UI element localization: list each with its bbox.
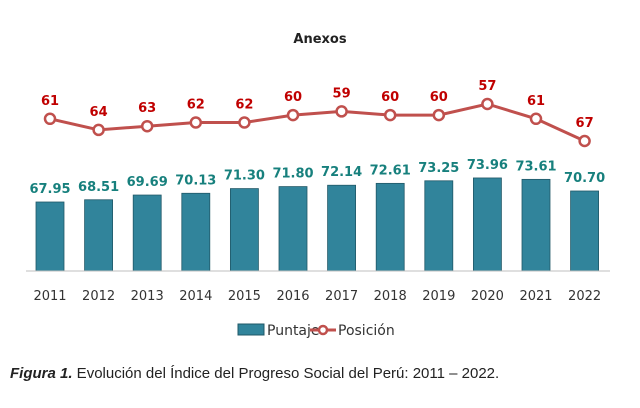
bar-label-2012: 68.51 bbox=[78, 180, 119, 195]
caption-label: Figura 1. bbox=[10, 365, 73, 382]
bar-2018 bbox=[375, 182, 405, 272]
x-tick-2020: 2020 bbox=[471, 289, 504, 304]
bar-2022 bbox=[570, 190, 599, 272]
bar-2015 bbox=[229, 188, 259, 272]
posicion-point-2018 bbox=[383, 108, 397, 122]
bar-label-2022: 70.70 bbox=[564, 171, 605, 186]
bar-2020 bbox=[472, 177, 502, 272]
posicion-label-2020: 57 bbox=[478, 79, 496, 94]
bar-2012 bbox=[84, 199, 113, 272]
posicion-label-2022: 67 bbox=[576, 116, 594, 131]
bar-label-2021: 73.61 bbox=[515, 159, 556, 174]
posicion-label-2012: 64 bbox=[90, 105, 108, 120]
posicion-label-2013: 63 bbox=[138, 101, 156, 116]
legend: Puntaje Posición bbox=[237, 323, 395, 339]
posicion-point-2022 bbox=[578, 134, 591, 148]
bar-2011 bbox=[35, 201, 65, 272]
figure-caption: Figura 1. Evolución del Índice del Progr… bbox=[10, 365, 499, 382]
bar-2014 bbox=[181, 192, 211, 272]
x-tick-2019: 2019 bbox=[422, 289, 455, 304]
legend-label-posicion: Posición bbox=[338, 323, 395, 339]
posicion-label-2017: 59 bbox=[333, 86, 351, 101]
posicion-point-2017 bbox=[335, 105, 348, 118]
legend-marker-posicion bbox=[317, 324, 329, 336]
bar-2016 bbox=[278, 186, 308, 272]
posicion-label-2019: 60 bbox=[430, 90, 448, 105]
bar-label-2011: 67.95 bbox=[29, 182, 70, 197]
posicion-point-2019 bbox=[432, 108, 446, 122]
posicion-label-2014: 62 bbox=[187, 98, 205, 113]
bar-label-2015: 71.30 bbox=[224, 169, 265, 184]
bar-2019 bbox=[424, 180, 454, 272]
x-tick-2018: 2018 bbox=[374, 289, 407, 304]
posicion-label-2011: 61 bbox=[41, 94, 59, 109]
bar-label-2014: 70.13 bbox=[175, 173, 216, 188]
x-tick-2014: 2014 bbox=[179, 289, 212, 304]
posicion-line bbox=[49, 102, 586, 143]
posicion-point-2016 bbox=[286, 108, 300, 122]
posicion-point-2013 bbox=[140, 119, 154, 133]
legend-label-puntaje: Puntaje bbox=[267, 323, 320, 339]
x-tick-2021: 2021 bbox=[519, 289, 552, 304]
x-tick-2012: 2012 bbox=[82, 289, 115, 304]
x-tick-2011: 2011 bbox=[33, 289, 66, 304]
bar-label-2020: 73.96 bbox=[467, 158, 508, 173]
posicion-point-2012 bbox=[92, 123, 105, 137]
legend-swatch-puntaje bbox=[237, 323, 265, 336]
bar-label-2016: 71.80 bbox=[272, 167, 313, 182]
posicion-point-2020 bbox=[481, 97, 494, 111]
posicion-point-2014 bbox=[189, 116, 203, 129]
chart-title: Anexos bbox=[293, 32, 346, 47]
posicion-point-2021 bbox=[529, 112, 543, 126]
x-tick-2015: 2015 bbox=[228, 289, 261, 304]
x-tick-2013: 2013 bbox=[131, 289, 164, 304]
bar-label-2019: 73.25 bbox=[418, 161, 459, 176]
bar-2017 bbox=[327, 184, 357, 272]
posicion-point-2015 bbox=[238, 116, 251, 129]
bar-2021 bbox=[521, 178, 551, 272]
x-tick-2016: 2016 bbox=[276, 289, 309, 304]
bar-label-2018: 72.61 bbox=[370, 163, 411, 178]
posicion-label-2018: 60 bbox=[381, 90, 399, 105]
x-tick-2022: 2022 bbox=[568, 289, 601, 304]
caption-text: Evolución del Índice del Progreso Social… bbox=[72, 365, 500, 382]
bar-label-2013: 69.69 bbox=[127, 175, 168, 190]
posicion-label-2016: 60 bbox=[284, 90, 302, 105]
bar-2013 bbox=[132, 194, 162, 272]
bar-label-2017: 72.14 bbox=[321, 165, 362, 180]
posicion-label-2015: 62 bbox=[235, 98, 253, 113]
posicion-point-2011 bbox=[43, 112, 57, 126]
x-tick-2017: 2017 bbox=[325, 289, 358, 304]
posicion-label-2021: 61 bbox=[527, 94, 545, 109]
